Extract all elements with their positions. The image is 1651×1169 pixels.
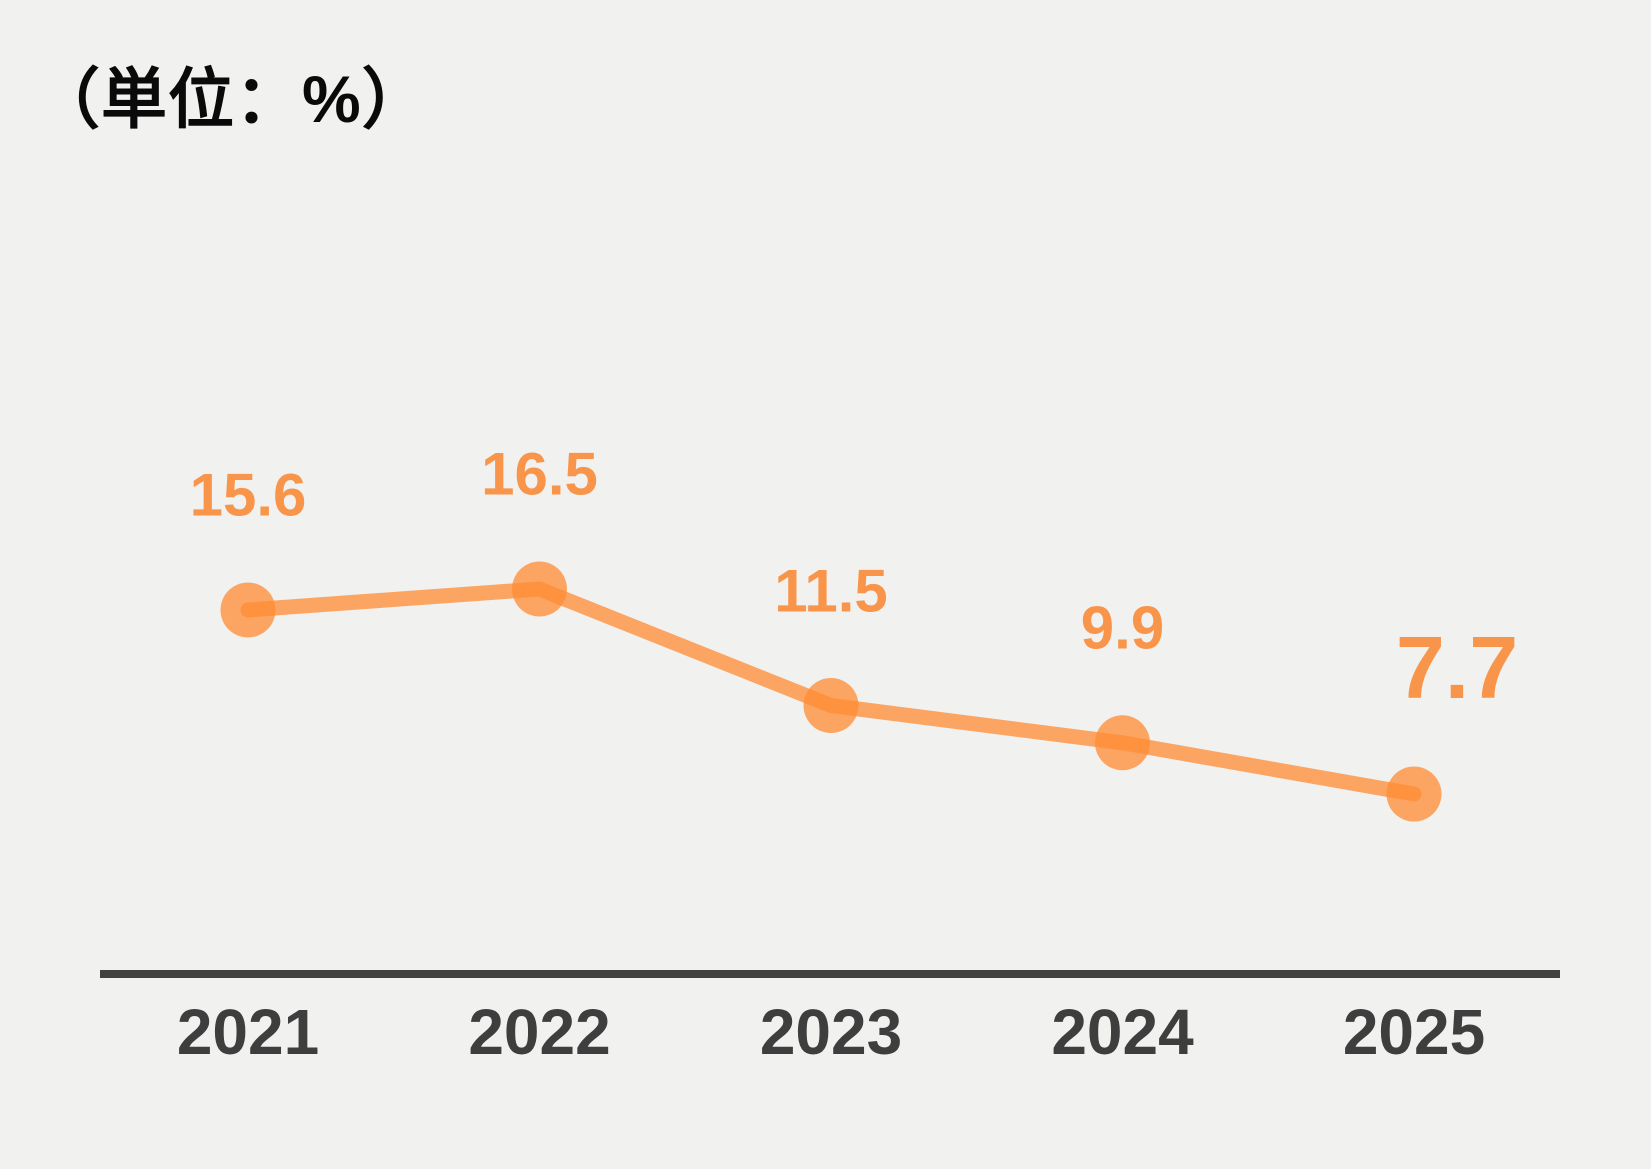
data-point-2022 bbox=[512, 561, 567, 617]
value-label-2023: 11.5 bbox=[774, 557, 888, 624]
value-label-2024: 9.9 bbox=[1080, 594, 1165, 662]
x-axis-label-2025: 2025 bbox=[1342, 996, 1486, 1068]
unit-label: （単位：%） bbox=[34, 62, 429, 136]
data-point-2023 bbox=[803, 678, 859, 733]
data-point-2025 bbox=[1386, 766, 1442, 822]
x-axis-label-2023: 2023 bbox=[759, 996, 903, 1068]
x-axis-label-2024: 2024 bbox=[1051, 996, 1194, 1068]
value-label-2025: 7.7 bbox=[1395, 618, 1519, 718]
x-axis-label-2022: 2022 bbox=[468, 996, 611, 1068]
value-label-2022: 16.5 bbox=[481, 440, 598, 508]
value-label-2021: 15.6 bbox=[189, 461, 307, 529]
data-point-2024 bbox=[1095, 715, 1150, 771]
data-point-2021 bbox=[220, 582, 276, 638]
x-axis-label-2021: 2021 bbox=[176, 996, 320, 1068]
